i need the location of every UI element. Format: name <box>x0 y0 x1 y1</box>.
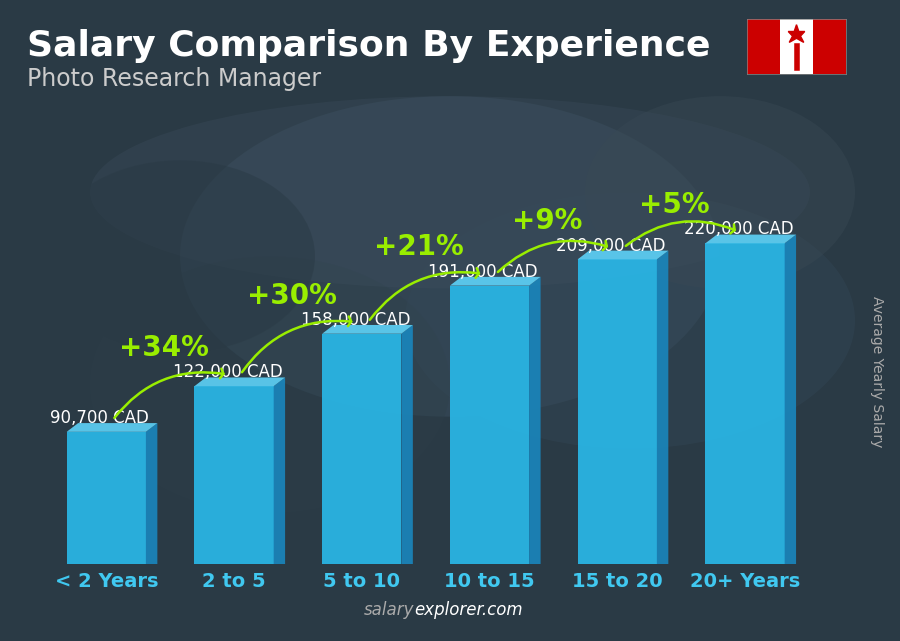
Text: 158,000 CAD: 158,000 CAD <box>301 311 410 329</box>
Ellipse shape <box>180 96 720 417</box>
Text: 209,000 CAD: 209,000 CAD <box>556 237 666 254</box>
Text: Average Yearly Salary: Average Yearly Salary <box>870 296 885 447</box>
Polygon shape <box>146 423 158 564</box>
Polygon shape <box>67 432 146 564</box>
Text: +21%: +21% <box>374 233 464 262</box>
Ellipse shape <box>405 192 855 449</box>
Polygon shape <box>788 24 805 42</box>
Text: 191,000 CAD: 191,000 CAD <box>428 263 538 281</box>
Polygon shape <box>67 423 158 432</box>
Polygon shape <box>450 286 529 564</box>
Text: salary: salary <box>364 601 414 619</box>
Text: +30%: +30% <box>247 281 337 310</box>
Text: Photo Research Manager: Photo Research Manager <box>27 67 321 91</box>
Polygon shape <box>706 244 785 564</box>
Polygon shape <box>274 378 285 564</box>
Text: +9%: +9% <box>512 207 582 235</box>
Polygon shape <box>450 277 541 286</box>
Text: explorer.com: explorer.com <box>414 601 523 619</box>
Polygon shape <box>322 325 413 334</box>
Text: 122,000 CAD: 122,000 CAD <box>173 363 283 381</box>
Polygon shape <box>194 387 274 564</box>
Polygon shape <box>706 235 796 244</box>
Polygon shape <box>194 378 285 387</box>
Polygon shape <box>529 277 541 564</box>
Polygon shape <box>785 235 796 564</box>
Polygon shape <box>578 251 669 260</box>
Text: +34%: +34% <box>119 334 209 362</box>
Ellipse shape <box>90 96 810 288</box>
Polygon shape <box>401 325 413 564</box>
Text: +5%: +5% <box>639 191 710 219</box>
Text: 220,000 CAD: 220,000 CAD <box>684 221 794 238</box>
Ellipse shape <box>90 256 450 513</box>
Polygon shape <box>578 260 657 564</box>
Ellipse shape <box>45 160 315 353</box>
Text: Salary Comparison By Experience: Salary Comparison By Experience <box>27 29 710 63</box>
Polygon shape <box>657 251 669 564</box>
Bar <box>780 19 813 74</box>
Ellipse shape <box>585 96 855 288</box>
Polygon shape <box>322 334 401 564</box>
Text: 90,700 CAD: 90,700 CAD <box>50 409 149 427</box>
